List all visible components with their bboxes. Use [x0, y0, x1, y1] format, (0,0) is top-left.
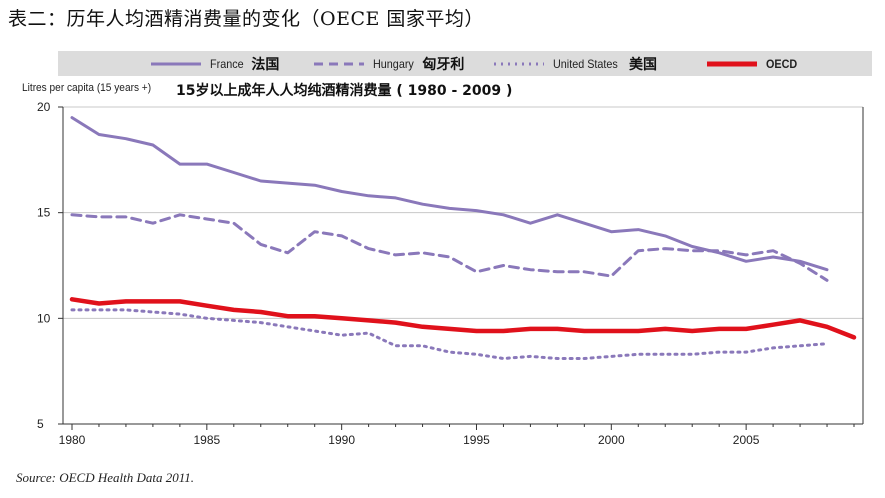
x-tick-label: 1985 [193, 433, 220, 447]
series-line-us [72, 310, 827, 359]
x-tick-label: 2005 [733, 433, 760, 447]
y-tick-label: 5 [37, 417, 44, 431]
y-tick-label: 20 [37, 100, 51, 114]
series-line-hungary [72, 215, 827, 280]
x-tick-label: 1980 [59, 433, 86, 447]
x-tick-label: 2000 [598, 433, 625, 447]
y-tick-label: 10 [37, 311, 51, 325]
x-tick-label: 1995 [463, 433, 490, 447]
x-tick-label: 1990 [328, 433, 355, 447]
y-tick-label: 15 [37, 206, 51, 220]
series-line-france [72, 118, 827, 270]
source-note: Source: OECD Health Data 2011. [16, 470, 194, 486]
